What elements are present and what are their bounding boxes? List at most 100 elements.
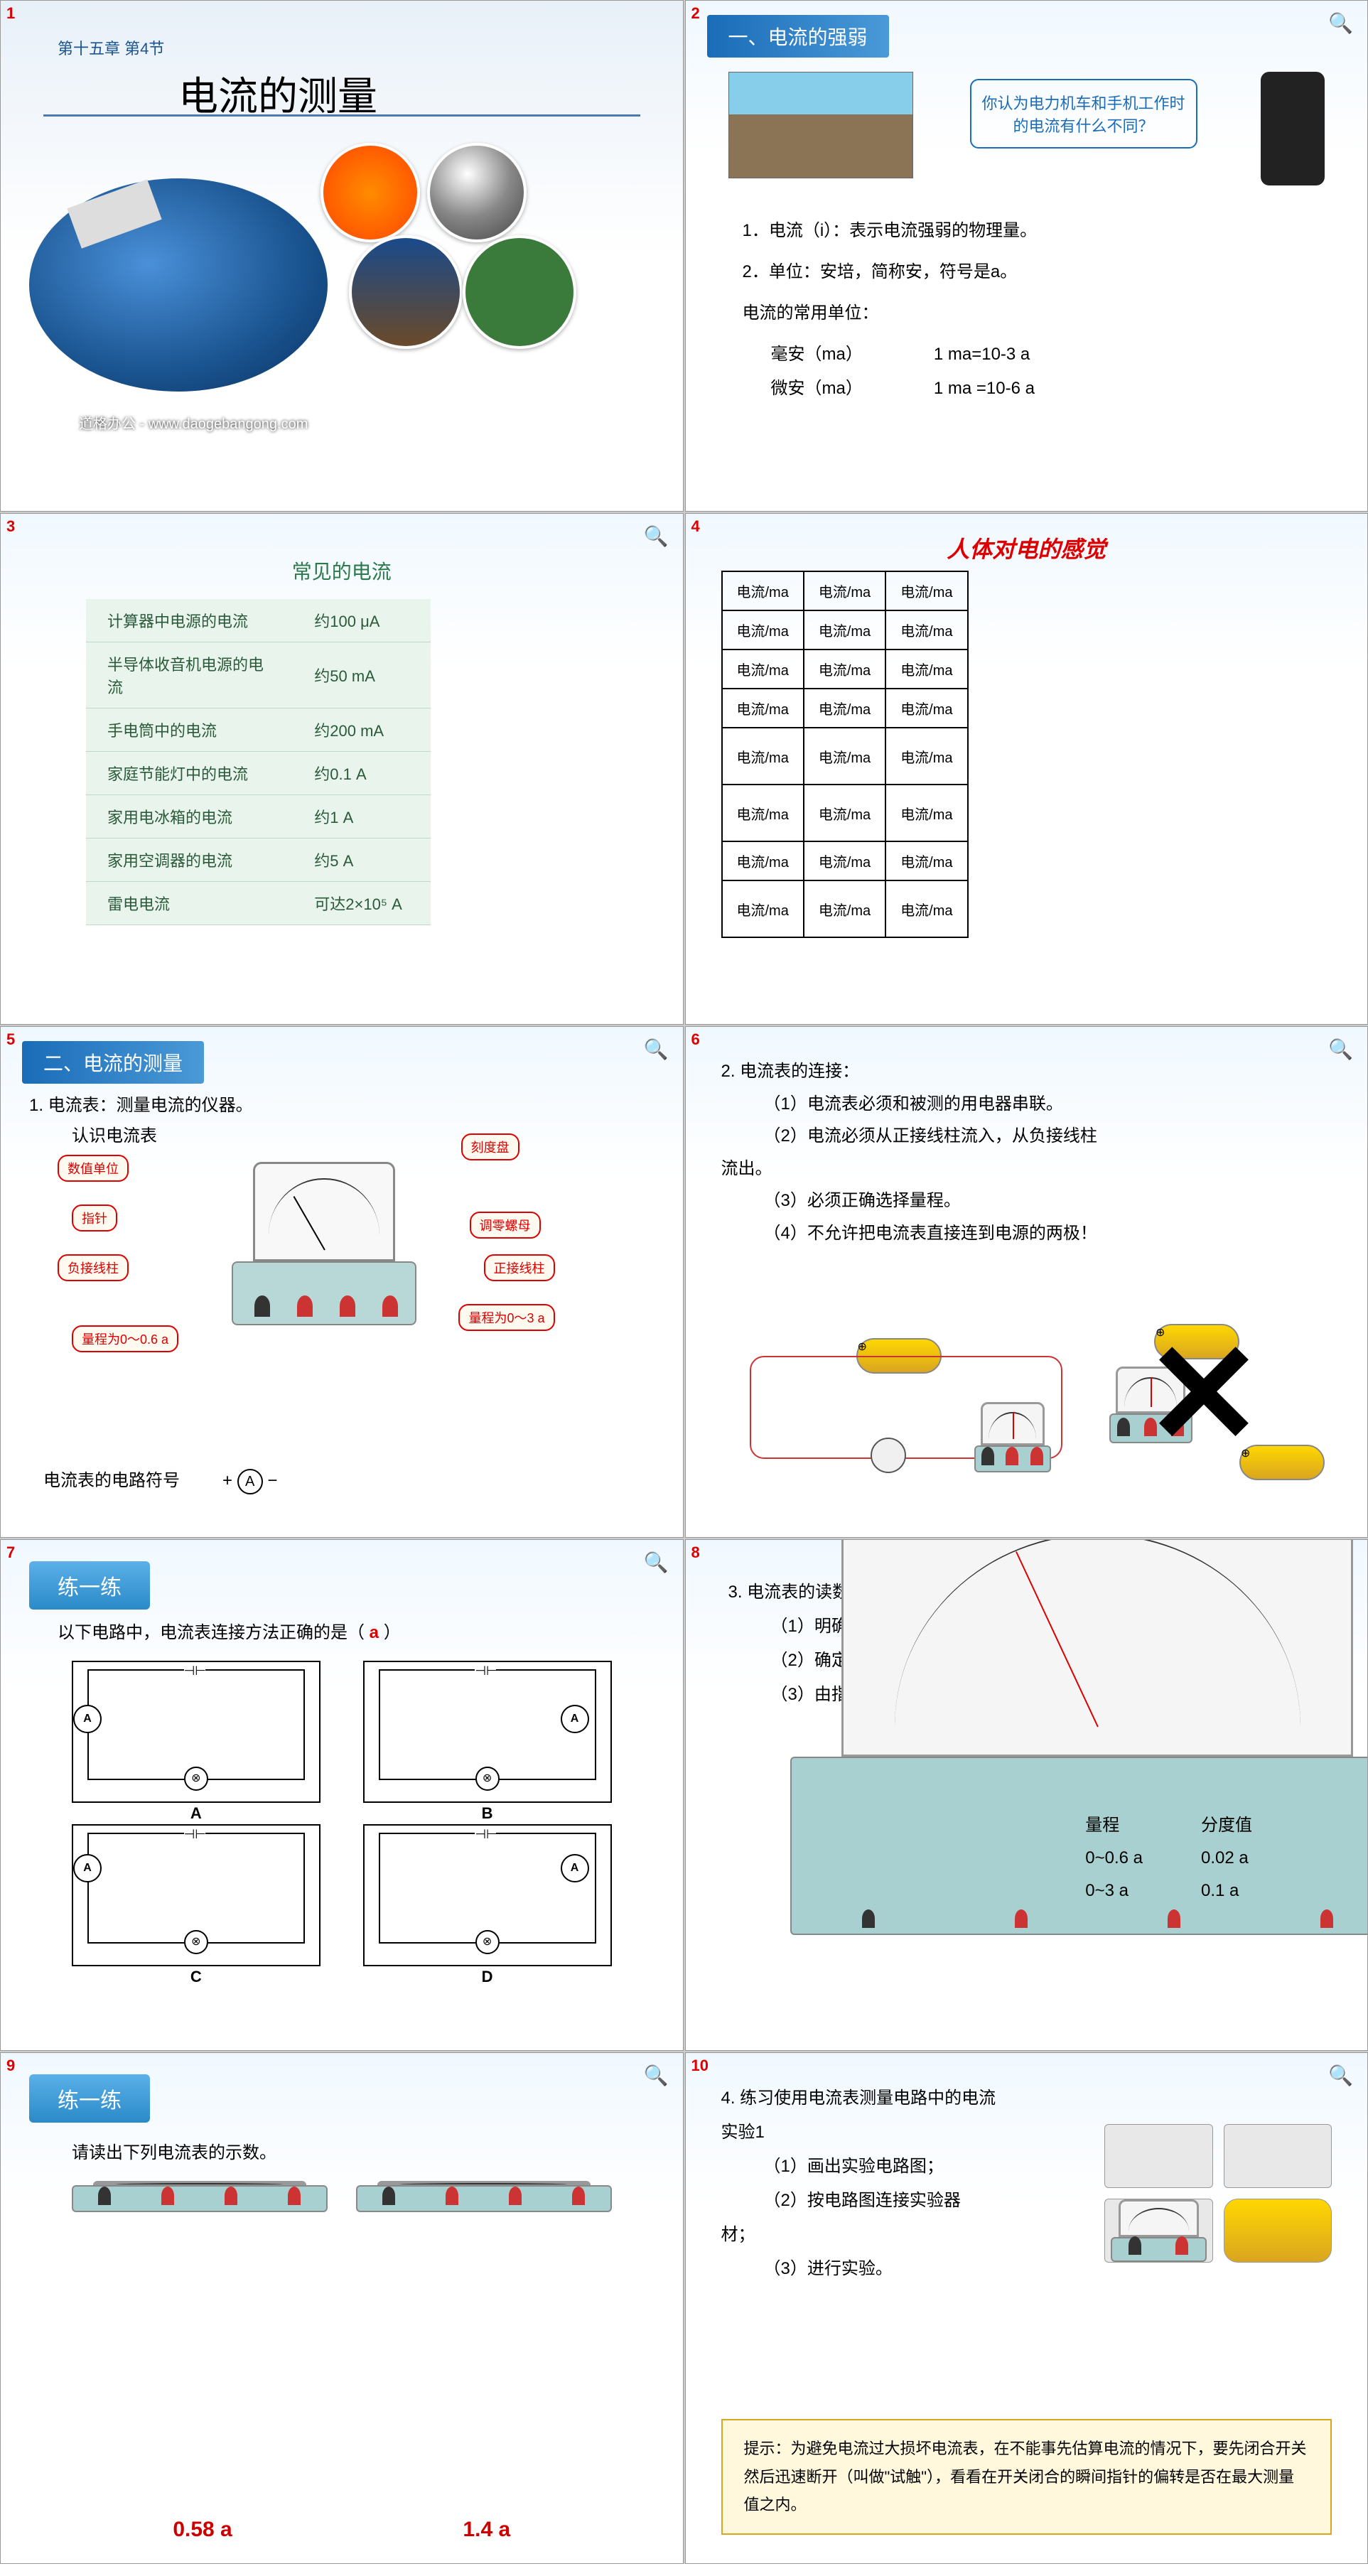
body-text: 1．电流（i）：表示电流强弱的物理量。 2．单位：安培，简称安，符号是a。 电流… (743, 214, 1325, 406)
table-cell: 电流/ma (885, 728, 967, 785)
table-cell: 电流/ma (804, 785, 885, 841)
unit-row-2: 微安（ma） 1 ma =10-6 a (771, 372, 1325, 406)
ammeter-diagram (200, 1162, 448, 1347)
rule-2b: 流出。 (721, 1153, 1332, 1185)
step-2a: （2）按电路图连接实验器 (764, 2184, 1098, 2218)
rule-1: （1）电流表必须和被测的用电器串联。 (764, 1088, 1332, 1121)
current-name: 家用空调器的电流 (86, 839, 293, 882)
tip-box: 提示：为避免电流过大损坏电流表，在不能事先估算电流的情况下，要先闭合开关然后迅速… (721, 2419, 1332, 2535)
question-text: 以下电路中，电流表连接方法正确的是（ (58, 1623, 365, 1642)
table-title: 常见的电流 (292, 556, 392, 585)
unit-ma-name: 毫安（ma） (771, 338, 863, 372)
table-cell: 电流/ma (804, 728, 885, 785)
circuit-option: A ⊗ ⊣⊢ D (363, 1824, 612, 1966)
reading-2: 1.4 a (463, 2518, 510, 2542)
th-range: 量程 (1057, 1805, 1171, 1841)
rule-2a: （2）电流必须从正接线柱流入，从负接线柱 (764, 1120, 1332, 1153)
slide-3: 3 🔍 常见的电流 计算器中电源的电流约100 μA半导体收音机电源的电流约50… (0, 513, 684, 1025)
current-name: 手电筒中的电流 (86, 708, 293, 752)
watermark: 道格办公 - www.daogebangong.com (79, 412, 308, 433)
table-cell: 电流/ma (722, 880, 804, 937)
table-row: 电流/ma电流/ma电流/ma (722, 689, 968, 728)
magnifier-icon: 🔍 (1328, 1038, 1353, 1061)
current-name: 家用电冰箱的电流 (86, 795, 293, 839)
definition: 1．电流（i）：表示电流强弱的物理量。 (743, 214, 1325, 248)
divider (43, 114, 640, 117)
ammeter-symbol: A (73, 1705, 102, 1733)
bulb-icon (871, 1438, 906, 1473)
label-pointer: 指针 (72, 1205, 117, 1232)
rule-4: （4）不允许把电流表直接连到电源的两极！ (764, 1217, 1332, 1250)
table-row: 半导体收音机电源的电流约50 mA (86, 642, 431, 708)
slide-6: 6 🔍 2. 电流表的连接： （1）电流表必须和被测的用电器串联。 （2）电流必… (685, 1026, 1368, 1538)
volcano-icon (427, 143, 527, 242)
slide-5: 5 🔍 二、电流的测量 1. 电流表：测量电流的仪器。 认识电流表 数值单位 刻… (0, 1026, 684, 1538)
question-end: ） (384, 1623, 401, 1642)
current-value: 约200 mA (293, 708, 431, 752)
current-value: 约1 A (293, 795, 431, 839)
slide-number: 6 (691, 1030, 700, 1049)
table-row: 电流/ma电流/ma电流/ma (722, 841, 968, 880)
option-label: D (482, 1968, 493, 1986)
train-image (728, 72, 913, 178)
body: 1. 电流表：测量电流的仪器。 认识电流表 (29, 1091, 655, 1146)
reading-1: 0.58 a (173, 2518, 232, 2542)
circuit-grid: A ⊗ ⊣⊢ A A ⊗ ⊣⊢ B A ⊗ ⊣⊢ C A ⊗ ⊣⊢ D (72, 1661, 612, 1966)
table-row: 电流/ma电流/ma电流/ma (722, 650, 968, 689)
table-row: 电流/ma电流/ma电流/ma (722, 610, 968, 650)
current-value: 约100 μA (293, 599, 431, 642)
question: 以下电路中，电流表连接方法正确的是（ a ） (58, 1618, 401, 1643)
ammeter-image (757, 1539, 1368, 1986)
step-1: （1）画出实验电路图； (764, 2150, 1098, 2184)
table-cell: 电流/ma (885, 841, 967, 880)
ammeter-icon (970, 1402, 1055, 1480)
unit-intro: 2．单位：安培，简称安，符号是a。 (743, 255, 1325, 289)
bulb-symbol: ⊗ (184, 1930, 208, 1954)
question: 请读出下列电流表的示数。 (72, 2138, 276, 2163)
slide-4: 4 人体对电的感觉 电流/ma电流/ma电流/ma电流/ma电流/ma电流/ma… (685, 513, 1368, 1025)
bulb-symbol: ⊗ (475, 1930, 500, 1954)
current-value: 约5 A (293, 839, 431, 882)
bulb-symbol: ⊗ (475, 1767, 500, 1791)
meter-face (253, 1162, 395, 1261)
ammeter-symbol: A (561, 1854, 589, 1882)
ammeter-symbol: A (561, 1705, 589, 1733)
table-cell: 电流/ma (885, 650, 967, 689)
table-cell: 电流/ma (804, 841, 885, 880)
table-cell: 电流/ma (722, 689, 804, 728)
exp-label: 实验1 (721, 2116, 1098, 2150)
table-cell: 电流/ma (722, 785, 804, 841)
slide-number: 2 (691, 4, 700, 23)
battery-icon (1224, 2199, 1332, 2263)
magnifier-icon: 🔍 (644, 1038, 669, 1061)
table-row: 计算器中电源的电流约100 μA (86, 599, 431, 642)
rule-3: （3）必须正确选择量程。 (764, 1185, 1332, 1217)
label-range2: 量程为0～0.6 a (72, 1325, 178, 1352)
table-row: 家用电冰箱的电流约1 A (86, 795, 431, 839)
slide-number: 5 (6, 1030, 15, 1049)
current-name: 半导体收音机电源的电流 (86, 642, 293, 708)
subtitle: 4. 练习使用电流表测量电路中的电流 (721, 2081, 1098, 2116)
label-neg: 负接线柱 (58, 1254, 129, 1281)
table-cell: 电流/ma (804, 650, 885, 689)
magnifier-icon: 🔍 (1328, 11, 1353, 35)
table-cell: 电流/ma (885, 785, 967, 841)
table-cell: 电流/ma (804, 689, 885, 728)
table-row: 电流/ma电流/ma电流/ma (722, 880, 968, 937)
slide-number: 8 (691, 1543, 700, 1562)
current-name: 雷电电流 (86, 882, 293, 925)
table-cell: 电流/ma (722, 728, 804, 785)
table-row: 电流/ma电流/ma电流/ma (722, 785, 968, 841)
label-dial: 刻度盘 (461, 1133, 519, 1160)
unit-ua-conv: 1 ma =10-6 a (934, 372, 1035, 406)
table-cell: 电流/ma (804, 880, 885, 937)
r2b: 0.1 a (1173, 1875, 1281, 1907)
slide-2: 2 🔍 一、电流的强弱 你认为电力机车和手机工作时的电流有什么不同？ 1．电流（… (685, 0, 1368, 512)
main-title: 电流的测量 (178, 65, 377, 122)
slide-10: 10 🔍 4. 练习使用电流表测量电路中的电流 实验1 （1）画出实验电路图； … (685, 2052, 1368, 2564)
ammeter-symbol: A (237, 1469, 263, 1494)
magnifier-icon: 🔍 (644, 2064, 669, 2087)
ammeter-2 (342, 2181, 626, 2212)
switch-icon (1104, 2124, 1213, 2188)
correct-circuit: ⊕ (728, 1338, 1084, 1480)
